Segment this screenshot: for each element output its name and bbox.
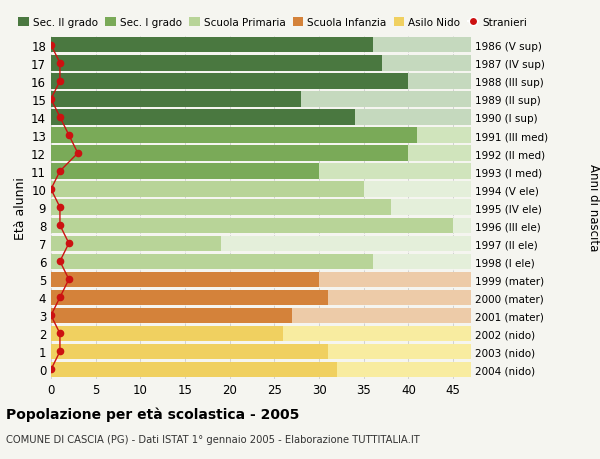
Bar — [51, 74, 471, 90]
Bar — [51, 74, 409, 90]
Bar — [51, 38, 373, 53]
Bar — [51, 128, 471, 143]
Bar — [51, 326, 471, 341]
Bar — [51, 128, 418, 143]
Bar — [51, 146, 409, 162]
Bar — [51, 38, 471, 53]
Bar — [51, 290, 471, 305]
Bar — [51, 146, 471, 162]
Bar — [51, 146, 471, 162]
Bar — [51, 344, 328, 359]
Bar — [51, 362, 471, 377]
Bar — [51, 56, 471, 71]
Bar — [51, 362, 471, 377]
Text: Popolazione per età scolastica - 2005: Popolazione per età scolastica - 2005 — [6, 406, 299, 421]
Bar — [51, 254, 373, 269]
Bar — [51, 56, 382, 71]
Y-axis label: Anni di nascita: Anni di nascita — [587, 164, 600, 251]
Bar — [51, 272, 471, 287]
Bar — [51, 182, 471, 197]
Bar — [51, 110, 471, 125]
Bar — [51, 164, 471, 179]
Bar — [51, 308, 471, 323]
Bar — [51, 164, 471, 179]
Bar — [51, 236, 471, 252]
Bar — [51, 200, 471, 215]
Bar — [51, 254, 471, 269]
Bar — [51, 254, 471, 269]
Bar — [51, 344, 471, 359]
Y-axis label: Età alunni: Età alunni — [14, 176, 27, 239]
Bar — [51, 92, 471, 107]
Legend: Sec. II grado, Sec. I grado, Scuola Primaria, Scuola Infanzia, Asilo Nido, Stran: Sec. II grado, Sec. I grado, Scuola Prim… — [19, 18, 527, 28]
Bar — [51, 362, 337, 377]
Bar — [51, 182, 364, 197]
Bar — [51, 290, 328, 305]
Bar — [51, 92, 471, 107]
Bar — [51, 326, 283, 341]
Bar — [51, 290, 471, 305]
Text: COMUNE DI CASCIA (PG) - Dati ISTAT 1° gennaio 2005 - Elaborazione TUTTITALIA.IT: COMUNE DI CASCIA (PG) - Dati ISTAT 1° ge… — [6, 434, 420, 444]
Bar — [51, 272, 319, 287]
Bar — [51, 128, 471, 143]
Bar — [51, 38, 471, 53]
Bar — [51, 236, 471, 252]
Bar — [51, 200, 391, 215]
Bar — [51, 218, 453, 233]
Bar — [51, 344, 471, 359]
Bar — [51, 308, 292, 323]
Bar — [51, 182, 471, 197]
Bar — [51, 200, 471, 215]
Bar — [51, 236, 221, 252]
Bar — [51, 74, 471, 90]
Bar — [51, 326, 471, 341]
Bar — [51, 110, 471, 125]
Bar — [51, 308, 471, 323]
Bar — [51, 92, 301, 107]
Bar — [51, 110, 355, 125]
Bar — [51, 218, 471, 233]
Bar — [51, 218, 471, 233]
Bar — [51, 56, 471, 71]
Bar — [51, 272, 471, 287]
Bar — [51, 164, 319, 179]
